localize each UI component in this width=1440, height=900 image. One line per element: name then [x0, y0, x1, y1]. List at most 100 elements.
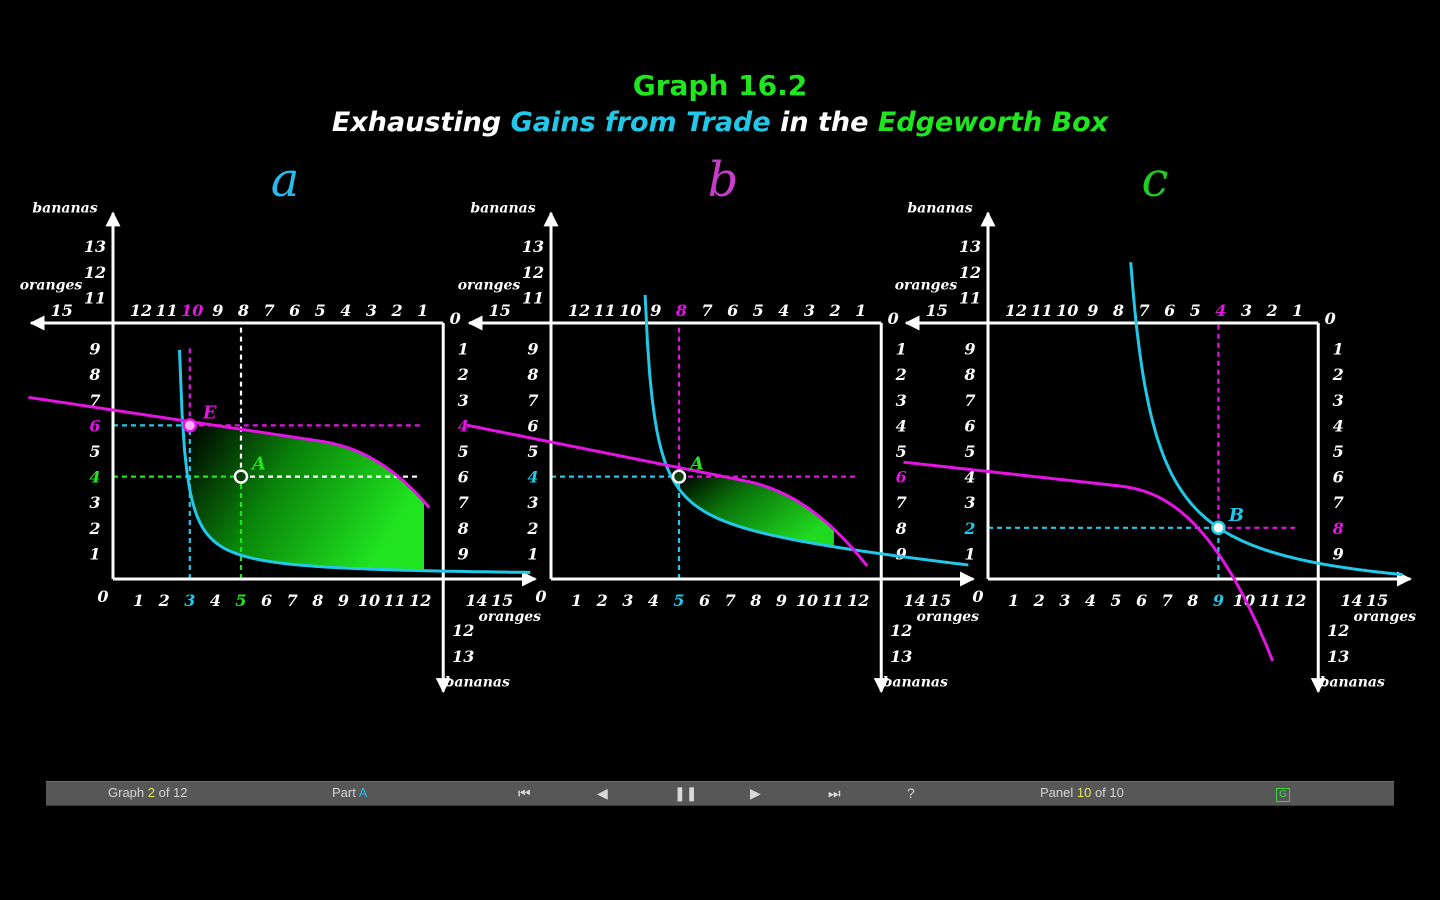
tick-label: 11 [383, 591, 405, 610]
tick-label: 14 [1340, 591, 1362, 610]
tick-label: 6 [458, 468, 469, 487]
allocation-point-label: A [688, 454, 704, 475]
tick-label: 5 [458, 442, 469, 461]
tick-label: 9 [212, 301, 223, 320]
skip-to-start-button[interactable]: ⏮ [518, 785, 531, 801]
tick-label: 4 [210, 591, 221, 610]
tick-label: 5 [673, 591, 684, 610]
graph-title: Graph 16.2 [632, 69, 808, 102]
tick-label: 2 [596, 591, 608, 610]
tick-label: 8 [526, 365, 538, 384]
tick-label: 6 [727, 301, 738, 320]
tick-label: 8 [1332, 519, 1344, 538]
tick-label: 8 [963, 365, 975, 384]
tick-label: 15 [1366, 591, 1388, 610]
panel-counter-suffix: of 10 [1091, 785, 1124, 800]
allocation-point [1211, 520, 1226, 536]
point-e-label: E [202, 402, 217, 423]
tick-label: 12 [1284, 591, 1306, 610]
tick-label: 2 [963, 519, 975, 538]
tick-label: 1 [527, 544, 538, 563]
allocation-point [671, 469, 687, 484]
previous-button[interactable]: ◀ [597, 785, 608, 801]
gains-lens [189, 425, 424, 571]
help-button[interactable]: ? [907, 785, 915, 801]
tick-label: 8 [749, 591, 761, 610]
previous-icon: ◀ [597, 785, 608, 801]
tick-label: 1 [1292, 301, 1303, 320]
next-button[interactable]: ▶ [750, 785, 761, 801]
tick-label: 8 [1186, 591, 1198, 610]
part-indicator: Part A [332, 785, 367, 801]
tick-label: 6 [89, 416, 100, 435]
tick-label: 12 [84, 263, 106, 282]
tick-label: 12 [1005, 301, 1027, 320]
tick-label: 6 [1164, 301, 1175, 320]
tick-label: 3 [1241, 301, 1252, 320]
allocation-point-label: A [250, 454, 266, 475]
panel-counter-prefix: Panel [1040, 785, 1077, 800]
tick-label: 6 [261, 591, 272, 610]
tick-label: 7 [896, 493, 907, 512]
pause-button[interactable]: ❚❚ [674, 785, 697, 801]
part-value: A [358, 785, 368, 800]
tick-label: 1 [571, 591, 582, 610]
tick-label: 3 [366, 301, 377, 320]
tick-label: 4 [340, 301, 351, 320]
tick-label: 3 [964, 493, 975, 512]
tick-label: 3 [458, 391, 469, 410]
tick-label: 0 [1325, 309, 1336, 328]
tick-label: 7 [725, 591, 736, 610]
panel-letter: a [271, 152, 300, 208]
skip-to-end-icon: ⏭ [828, 785, 841, 801]
tick-label: 8 [311, 591, 323, 610]
tick-label: 12 [568, 301, 590, 320]
tick-label: 2 [895, 365, 907, 384]
tick-label: 5 [1190, 301, 1201, 320]
tick-label: 11 [821, 591, 843, 610]
tick-label: 6 [896, 468, 907, 487]
tick-label: 4 [1215, 301, 1226, 320]
tick-label: 12 [847, 591, 869, 610]
tick-label: 1 [133, 591, 144, 610]
tick-label: 13 [522, 237, 544, 256]
tick-label: 14 [903, 591, 925, 610]
tick-label: 9 [1087, 301, 1098, 320]
tick-label: 9 [1213, 591, 1224, 610]
oranges-label: oranges [479, 609, 542, 625]
tick-label: 5 [1333, 442, 1344, 461]
panel-number: 10 [1076, 785, 1092, 800]
tick-label: 8 [457, 519, 469, 538]
panel-letter: c [1142, 152, 1169, 208]
tick-label: 3 [1059, 591, 1070, 610]
tick-label: 4 [896, 416, 907, 435]
gains-lens [679, 476, 834, 547]
tick-label: 12 [452, 621, 474, 640]
tick-label: 6 [1136, 591, 1147, 610]
bananas-label: bananas [32, 200, 97, 216]
tick-label: 4 [778, 301, 789, 320]
tick-label: 1 [417, 301, 428, 320]
tick-label: 15 [51, 301, 73, 320]
skip-to-start-icon: ⏮ [518, 785, 531, 801]
tick-label: 2 [1332, 365, 1344, 384]
tick-label: 11 [1258, 591, 1280, 610]
g-icon: G [1276, 788, 1290, 802]
tick-label: 4 [1333, 416, 1344, 435]
g-button[interactable]: G [1276, 785, 1290, 802]
oranges-label: oranges [20, 278, 83, 294]
tick-label: 5 [235, 591, 246, 610]
tick-label: 12 [130, 301, 152, 320]
tick-label: 4 [458, 416, 469, 435]
tick-label: 9 [964, 340, 975, 359]
indifference-curve-a [643, 294, 969, 567]
navigation-bar: Graph 2 of 12 Part A ⏮ ◀ ❚❚ ▶ ⏭ ? Panel … [46, 781, 1394, 806]
skip-to-end-button[interactable]: ⏭ [828, 785, 841, 801]
tick-label: 8 [1112, 301, 1124, 320]
tick-label: 2 [526, 519, 538, 538]
tick-label: 7 [1138, 301, 1149, 320]
panel-counter: Panel 10 of 10 [1040, 785, 1124, 801]
